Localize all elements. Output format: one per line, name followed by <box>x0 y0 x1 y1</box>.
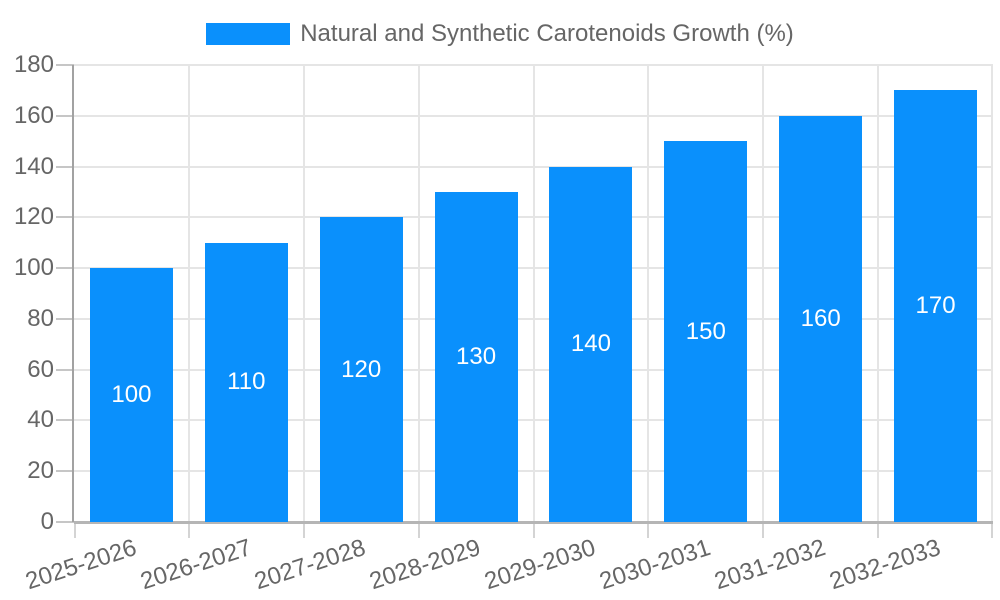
bar[interactable]: 120 <box>319 217 403 522</box>
y-tick <box>56 317 74 320</box>
bar-value-label: 170 <box>915 292 956 320</box>
bar-value-label: 150 <box>685 317 726 345</box>
x-tick <box>762 522 765 538</box>
bar-value-label: 160 <box>800 304 841 332</box>
bar-value-label: 110 <box>227 368 266 396</box>
x-tick-label: 2025-2026 <box>21 534 140 596</box>
x-gridline <box>877 65 880 522</box>
y-tick <box>56 470 74 473</box>
y-tick-label: 140 <box>13 152 54 180</box>
y-tick <box>56 368 74 371</box>
x-tick <box>991 522 993 538</box>
x-tick-label: 2027-2028 <box>251 534 370 596</box>
x-gridline <box>762 65 765 522</box>
x-tick-label: 2028-2029 <box>366 534 485 596</box>
y-tick-label: 100 <box>13 254 54 282</box>
y-tick-label: 0 <box>40 508 54 535</box>
legend-swatch <box>206 23 291 45</box>
x-tick <box>74 522 76 538</box>
bar[interactable]: 170 <box>894 90 978 522</box>
x-tick <box>187 522 190 538</box>
y-tick <box>56 165 74 168</box>
x-tick-label: 2031-2032 <box>711 534 829 596</box>
x-tick-label: 2032-2033 <box>826 534 944 596</box>
bar[interactable]: 130 <box>434 191 518 522</box>
bar[interactable]: 100 <box>89 268 173 522</box>
y-tick-label: 80 <box>27 304 54 332</box>
x-gridline <box>991 65 993 522</box>
bar[interactable]: 140 <box>549 166 633 522</box>
x-gridline <box>417 65 420 522</box>
bar[interactable]: 160 <box>779 115 863 522</box>
x-gridline <box>532 65 535 522</box>
bar-value-label: 100 <box>111 381 152 409</box>
y-tick-label: 160 <box>13 101 54 129</box>
y-tick <box>56 216 74 219</box>
x-tick <box>877 522 880 538</box>
y-tick-label: 120 <box>13 203 54 231</box>
bar-value-label: 140 <box>570 330 611 358</box>
x-gridline <box>187 65 190 522</box>
bar-value-label: 120 <box>341 355 382 383</box>
x-tick-label: 2030-2031 <box>596 534 714 596</box>
x-tick <box>647 522 650 538</box>
bar[interactable]: 150 <box>664 141 748 522</box>
x-tick <box>302 522 305 538</box>
y-tick <box>56 521 74 523</box>
y-tick-label: 40 <box>27 406 54 434</box>
x-tick <box>417 522 420 538</box>
x-tick-label: 2026-2027 <box>136 534 255 596</box>
x-axis-line <box>74 521 993 524</box>
bar-value-label: 130 <box>456 342 497 370</box>
x-tick-label: 2029-2030 <box>481 534 599 596</box>
x-gridline <box>647 65 650 522</box>
y-tick <box>56 419 74 422</box>
chart-legend[interactable]: Natural and Synthetic Carotenoids Growth… <box>0 16 1000 52</box>
legend-label: Natural and Synthetic Carotenoids Growth… <box>300 20 794 47</box>
y-axis-line <box>72 65 74 522</box>
y-tick <box>56 64 74 66</box>
plot-area: 100 2025-2026 110 2026-2027 120 2027-2028 130 2… <box>22 64 993 595</box>
x-gridline <box>302 65 305 522</box>
y-tick <box>56 267 74 270</box>
y-tick <box>56 114 74 117</box>
y-tick-label: 180 <box>13 51 54 78</box>
x-tick <box>532 522 535 538</box>
y-tick-label: 20 <box>27 457 54 485</box>
y-tick-label: 60 <box>27 355 54 383</box>
bar[interactable]: 110 <box>204 242 288 522</box>
